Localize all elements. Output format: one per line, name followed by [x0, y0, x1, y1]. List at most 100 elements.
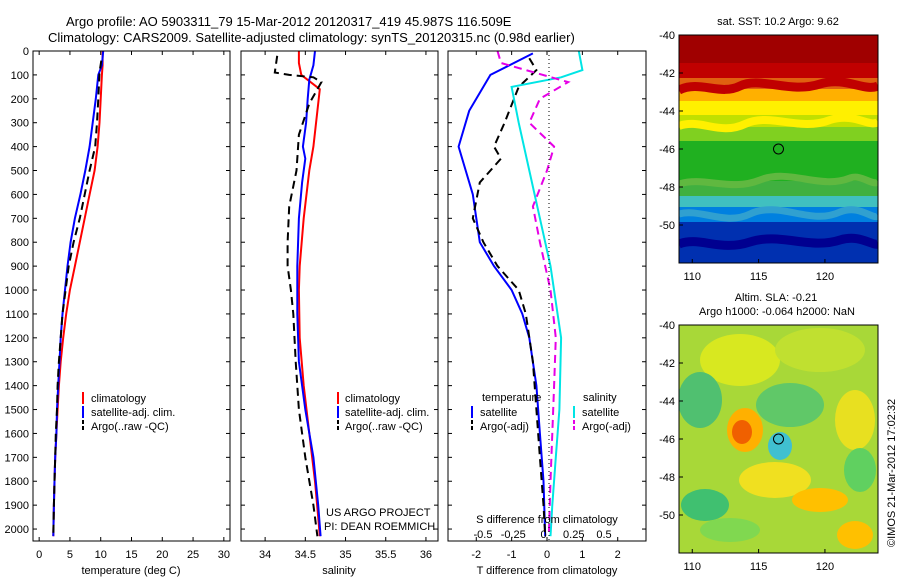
lat-tick-label: -44	[659, 106, 675, 118]
sla-map-title-line2: Argo h1000: -0.064 h2000: NaN	[699, 306, 855, 318]
x-tick-label: 15	[125, 549, 137, 561]
difference-legend: temperature salinity satellite Argo(-adj…	[471, 392, 631, 433]
x-tick-label: 35	[339, 549, 351, 561]
series-line-0-1	[52, 51, 105, 537]
lat-tick-label: -44	[659, 396, 675, 408]
temperature-panel-frame	[32, 50, 231, 542]
sla-map-image	[679, 325, 878, 553]
depth-tick-label: 1600	[5, 428, 29, 440]
difference-panel-frame	[447, 50, 647, 542]
legend-climatology-label: climatology	[91, 393, 147, 405]
t-difference-label: T difference from climatology	[477, 565, 618, 577]
lat-tick-label: -40	[659, 320, 675, 332]
difference-panel: -2 -1 0 1 2 -0.5 -0.25 0 0.25 0.5 S difference f…	[447, 50, 647, 577]
salinity-panel-frame	[240, 50, 439, 542]
x-tick-label: 1	[579, 549, 585, 561]
legend-t-satellite-label: satellite	[480, 407, 517, 419]
depth-tick-label: 500	[11, 166, 29, 178]
lon-tick-label: 120	[816, 561, 834, 573]
figure-title-line1: Argo profile: AO 5903311_79 15-Mar-2012 …	[66, 14, 512, 29]
series-line-2-1	[471, 57, 547, 537]
legend-temperature-heading: temperature	[482, 392, 541, 404]
depth-tick-label: 1300	[5, 357, 29, 369]
x-tick-label: 34.5	[295, 549, 316, 561]
argo-location-marker	[773, 143, 784, 155]
sla-map-title-line1: Altim. SLA: -0.21	[735, 292, 818, 304]
x-tick-label: 35.5	[375, 549, 396, 561]
legend-t-argo-label: Argo(-adj)	[480, 421, 529, 433]
depth-tick-label: 1000	[5, 285, 29, 297]
depth-tick-label: 1700	[5, 452, 29, 464]
s-tick-label: 0.25	[563, 529, 584, 541]
series-line-2-3	[496, 51, 571, 537]
temperature-panel: 0100200300400500600700800900100011001200…	[5, 46, 231, 577]
x-tick-label: 25	[187, 549, 199, 561]
lat-tick-label: -40	[659, 30, 675, 42]
x-tick-label: 5	[67, 549, 73, 561]
x-tick-label: 36	[420, 549, 432, 561]
sla-map-panel: Altim. SLA: -0.21 Argo h1000: -0.064 h20…	[659, 292, 879, 573]
legend-s-argo-label: Argo(-adj)	[582, 421, 631, 433]
sst-map-title: sat. SST: 10.2 Argo: 9.62	[717, 16, 839, 28]
series-line-0-0	[52, 51, 104, 537]
x-tick-label: 20	[156, 549, 168, 561]
depth-tick-label: 700	[11, 213, 29, 225]
depth-tick-label: 400	[11, 142, 29, 154]
series-line-2-2	[510, 51, 584, 537]
x-tick-label: -2	[471, 549, 481, 561]
legend-satellite-label: satellite-adj. clim.	[91, 407, 175, 419]
depth-tick-label: 0	[23, 46, 29, 58]
figure-title-line2: Climatology: CARS2009. Satellite-adjuste…	[48, 30, 575, 45]
depth-tick-label: 2000	[5, 524, 29, 536]
s-tick-label: 0.5	[596, 529, 611, 541]
legend-s-satellite-label: satellite	[582, 407, 619, 419]
temperature-legend: climatology satellite-adj. clim. Argo(..…	[82, 392, 175, 433]
salinity-panel: 34 34.5 35 35.5 36 salinity climatology sate…	[240, 50, 439, 577]
sst-map-image	[679, 35, 878, 263]
lat-tick-label: -50	[659, 220, 675, 232]
s-tick-label: -0.5	[474, 529, 493, 541]
s-tick-label: 0	[540, 529, 546, 541]
x-tick-label: 0	[36, 549, 42, 561]
sst-map-panel: sat. SST: 10.2 Argo: 9.62 110 115 120 -40 -…	[659, 16, 879, 283]
legend-climatology-label: climatology	[345, 393, 401, 405]
s-difference-label: S difference from climatology	[476, 514, 618, 526]
depth-tick-label: 600	[11, 189, 29, 201]
lon-tick-label: 110	[683, 561, 701, 573]
depth-tick-label: 900	[11, 261, 29, 273]
legend-salinity-heading: salinity	[583, 392, 617, 404]
depth-tick-label: 200	[11, 94, 29, 106]
lat-tick-label: -48	[659, 472, 675, 484]
lat-tick-label: -50	[659, 510, 675, 522]
project-note-line2: PI: DEAN ROEMMICH	[324, 521, 435, 533]
depth-tick-label: 1400	[5, 381, 29, 393]
salinity-legend: climatology satellite-adj. clim. Argo(..…	[337, 392, 429, 433]
x-tick-label: 30	[218, 549, 230, 561]
series-line-1-0	[297, 51, 321, 537]
lon-tick-label: 115	[750, 561, 768, 573]
series-line-1-1	[296, 51, 322, 537]
s-tick-label: -0.25	[501, 529, 526, 541]
lon-tick-label: 115	[750, 271, 768, 283]
series-line-1-2	[273, 55, 323, 537]
x-tick-label: 34	[259, 549, 271, 561]
lat-tick-label: -42	[659, 358, 675, 370]
depth-tick-label: 1800	[5, 476, 29, 488]
series-line-2-0	[457, 52, 547, 537]
depth-tick-label: 1900	[5, 500, 29, 512]
x-tick-label: 0	[544, 549, 550, 561]
lat-tick-label: -42	[659, 68, 675, 80]
argo-location-marker	[773, 433, 784, 445]
lon-tick-label: 120	[816, 271, 834, 283]
lon-tick-label: 110	[683, 271, 701, 283]
legend-satellite-label: satellite-adj. clim.	[345, 407, 429, 419]
depth-tick-label: 1100	[5, 309, 29, 321]
depth-tick-label: 1200	[5, 333, 29, 345]
x-tick-label: 2	[615, 549, 621, 561]
temperature-xlabel: temperature (deg C)	[81, 565, 180, 577]
x-tick-label: -1	[507, 549, 517, 561]
lat-tick-label: -46	[659, 434, 675, 446]
x-tick-label: 10	[95, 549, 107, 561]
imos-timestamp-stamp: ©IMOS 21-Mar-2012 17:02:32	[886, 399, 898, 547]
